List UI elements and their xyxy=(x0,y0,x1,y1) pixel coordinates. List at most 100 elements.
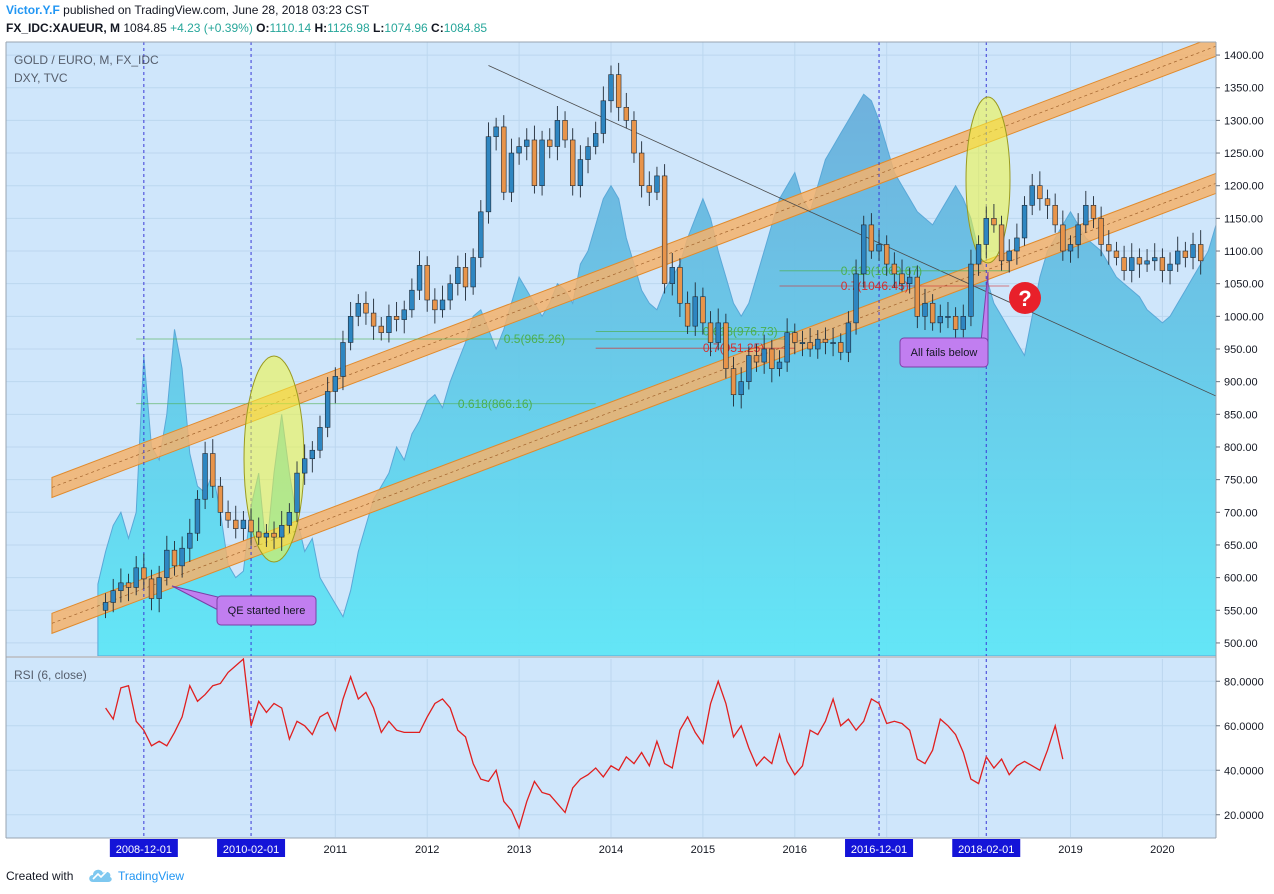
candle xyxy=(202,441,208,510)
candle xyxy=(998,215,1005,271)
candle-body xyxy=(156,577,162,599)
candle-body xyxy=(524,139,530,147)
candle-body xyxy=(853,273,859,324)
rsi-tick-label: 20.0000 xyxy=(1224,810,1264,822)
high-value: 1126.98 xyxy=(327,21,370,35)
candle xyxy=(1167,252,1173,285)
candle xyxy=(876,230,882,261)
candle-body xyxy=(171,549,178,567)
candle-body xyxy=(845,322,852,353)
tradingview-brand-link[interactable]: TradingView xyxy=(118,869,185,883)
candle xyxy=(317,415,323,459)
time-axis[interactable]: 2011201220132014201520162017201820192020… xyxy=(109,839,1175,857)
price-change: +4.23 (+0.39%) xyxy=(170,21,253,35)
candle xyxy=(478,200,484,268)
fib-label: 0.7(951.25) xyxy=(703,341,764,355)
candle-body xyxy=(332,376,338,392)
candle xyxy=(485,122,492,224)
candle xyxy=(815,330,821,359)
candle xyxy=(914,265,921,329)
candle-body xyxy=(1090,204,1097,219)
candle xyxy=(975,235,982,276)
candle xyxy=(424,256,430,312)
candle xyxy=(776,350,783,377)
candle-body xyxy=(248,519,254,533)
symbol-label[interactable]: FX_IDC:XAUEUR, M xyxy=(6,21,121,35)
candle xyxy=(761,334,767,374)
time-tick-label: 2016 xyxy=(783,844,807,856)
candle xyxy=(470,248,476,295)
candle-body xyxy=(393,316,400,320)
candle xyxy=(585,137,591,174)
candle xyxy=(363,291,369,325)
candle xyxy=(194,490,201,542)
chart-canvas[interactable]: 0.5(965.26) 0.618(866.16) 0.618(976.73) 0.7… xyxy=(0,40,1274,858)
price-tick-label: 850.00 xyxy=(1224,409,1258,421)
candle-body xyxy=(838,342,844,353)
candle-body xyxy=(570,139,576,187)
candle-body xyxy=(945,316,951,318)
candle-body xyxy=(707,322,714,343)
price-axis[interactable]: 500.00 550.00 600.00 650.00 700.00 750.00 800.… xyxy=(1216,50,1264,650)
candle-body xyxy=(485,136,492,213)
candle-body xyxy=(1037,185,1043,200)
candle xyxy=(1098,206,1104,257)
date-flag-label: 2016-12-01 xyxy=(851,844,907,856)
candle-body xyxy=(1029,185,1035,206)
candle xyxy=(141,553,147,589)
candle-body xyxy=(125,582,132,588)
candle xyxy=(1106,230,1112,265)
candle xyxy=(769,339,775,383)
candle xyxy=(822,327,829,355)
candle xyxy=(615,62,622,122)
open-value: 1110.14 xyxy=(269,21,312,35)
candle-body xyxy=(968,263,974,317)
candle xyxy=(707,311,714,357)
candle xyxy=(692,282,698,336)
candle-body xyxy=(210,453,216,487)
candle-body xyxy=(1006,250,1012,262)
candle-body xyxy=(118,582,124,591)
price-tick-label: 500.00 xyxy=(1224,638,1258,650)
rsi-axis[interactable]: 20.0000 40.0000 60.0000 80.0000 xyxy=(1216,676,1264,822)
candle-body xyxy=(455,267,461,284)
candle-body xyxy=(983,218,989,245)
candle xyxy=(983,206,989,259)
candle xyxy=(792,323,798,355)
candle xyxy=(164,535,170,586)
candle-body xyxy=(991,218,997,226)
rsi-line xyxy=(105,658,1064,831)
candle xyxy=(271,521,277,549)
candle-body xyxy=(769,348,775,369)
date-flag-label: 2008-12-01 xyxy=(116,844,172,856)
date-flag xyxy=(952,839,1021,857)
dxy-legend: DXY, TVC xyxy=(14,71,68,85)
candle-body xyxy=(1113,250,1120,258)
candle xyxy=(256,517,262,545)
candle xyxy=(593,121,599,155)
candle-body xyxy=(1190,244,1196,258)
candle xyxy=(1190,232,1196,270)
candle-body xyxy=(508,152,515,193)
candle-body xyxy=(822,338,829,343)
candle-body xyxy=(861,224,867,275)
author-link[interactable]: Victor.Y.F xyxy=(6,3,60,17)
main-pane-title: GOLD / EURO, M, FX_IDC xyxy=(14,53,159,67)
candle xyxy=(1175,236,1181,272)
candle xyxy=(991,203,997,233)
candle-body xyxy=(922,302,928,317)
candle xyxy=(861,215,867,288)
candle-body xyxy=(684,302,691,327)
candle xyxy=(891,252,898,288)
callout-box xyxy=(216,595,317,626)
trend-line[interactable] xyxy=(488,65,1216,397)
fib-label: 0.7(1046.45) xyxy=(841,279,909,293)
candle xyxy=(148,569,155,611)
candle-body xyxy=(164,549,170,578)
candle xyxy=(868,213,875,259)
candle-body xyxy=(102,602,109,611)
candle xyxy=(1014,223,1020,265)
candle xyxy=(340,330,346,391)
price-tick-label: 1100.00 xyxy=(1224,246,1263,258)
candle-body xyxy=(1182,250,1189,258)
